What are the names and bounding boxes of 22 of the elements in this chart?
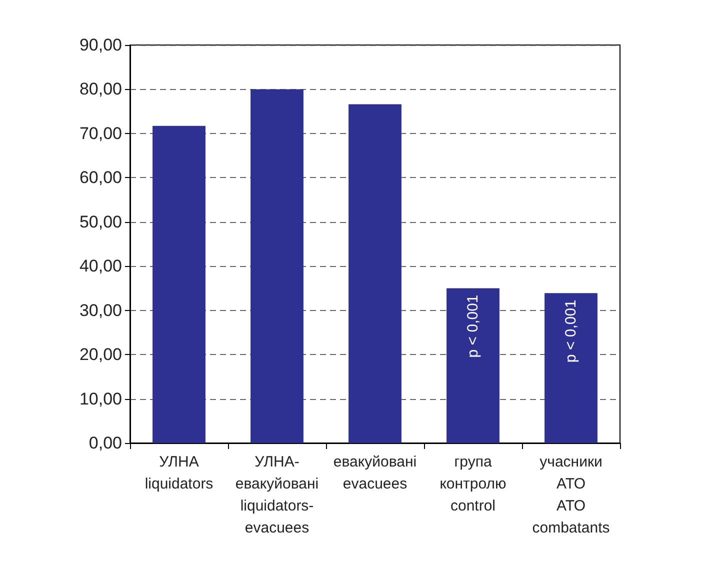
y-tick-label: 40,00 xyxy=(79,256,122,276)
y-tick-label: 70,00 xyxy=(79,124,122,143)
bar xyxy=(348,104,402,443)
annotation: p < 0,001 xyxy=(464,294,482,358)
bar xyxy=(544,293,598,443)
y-tick-label: 30,00 xyxy=(79,300,122,320)
y-tick-label: 90,00 xyxy=(79,36,122,54)
annotation: p < 0,001 xyxy=(562,300,580,363)
y-tick-label: 10,00 xyxy=(79,389,122,408)
x-tick-label: група контролю control xyxy=(440,454,506,514)
y-tick-label: 20,00 xyxy=(79,345,122,364)
x-tick-label: учасники АТО АТО combatants xyxy=(532,454,610,536)
y-tick-label: 0,00 xyxy=(88,434,122,452)
bar xyxy=(446,288,500,443)
x-tick-label: УЛНА- евакуйовані liquidators- evacuees xyxy=(235,454,319,536)
y-tick-label: 50,00 xyxy=(79,212,122,232)
x-tick-label: УЛНА liquidators xyxy=(144,454,214,492)
bar xyxy=(250,89,304,443)
y-tick-label: 80,00 xyxy=(79,80,122,99)
x-tick-label: евакуйовані evacuees xyxy=(333,454,417,492)
bar xyxy=(152,126,206,443)
y-tick-label: 60,00 xyxy=(79,168,122,188)
